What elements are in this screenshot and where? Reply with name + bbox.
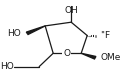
Polygon shape (81, 53, 96, 59)
Polygon shape (26, 26, 45, 34)
Text: OH: OH (64, 6, 78, 15)
Text: ''F: ''F (100, 31, 110, 40)
Text: HO: HO (7, 29, 21, 38)
Text: HO: HO (0, 62, 14, 71)
Text: O: O (63, 49, 70, 58)
Text: OMe: OMe (100, 53, 121, 62)
